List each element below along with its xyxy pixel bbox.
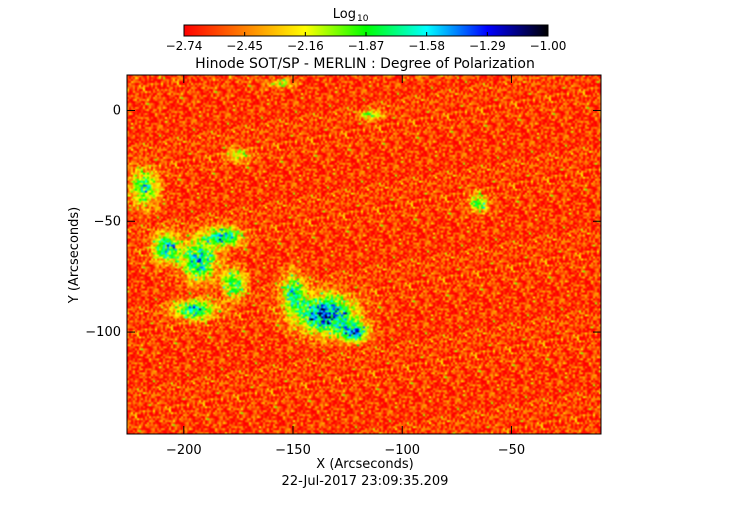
- x-axis-label: X (Arcseconds): [316, 457, 413, 472]
- colorbar-tick-label: −1.58: [408, 39, 445, 53]
- colorbar-tick-label: −2.74: [166, 39, 203, 53]
- colorbar-tick-label: −2.45: [226, 39, 263, 53]
- colorbar-tick-label: −1.29: [469, 39, 506, 53]
- y-tick-label: −100: [85, 325, 121, 340]
- plot-area: −200 −150 −100 −50 0 −50 −100: [85, 74, 602, 458]
- colorbar-tick-label: −1.87: [348, 39, 385, 53]
- colorbar-ticks: −2.74 −2.45 −2.16 −1.87 −1.58 −1.29 −1.00: [166, 32, 567, 53]
- y-tick-label: 0: [113, 103, 121, 118]
- colorbar: Log 10 −2.74 −2.45 −2.16 −1.87 −1.58 −1.29 −1.…: [166, 7, 567, 53]
- x-tick-label: −100: [384, 443, 420, 458]
- colorbar-label: Log: [333, 7, 356, 22]
- chart-title: Hinode SOT/SP - MERLIN : Degree of Polar…: [195, 56, 535, 72]
- x-axis-ticks: −200 −150 −100 −50: [166, 75, 525, 458]
- timestamp: 22-Jul-2017 23:09:35.209: [282, 474, 449, 489]
- heatmap-image: [127, 75, 601, 434]
- plot-frame: [126, 74, 602, 435]
- x-tick-label: −50: [498, 443, 525, 458]
- colorbar-label-subscript: 10: [357, 14, 369, 24]
- y-axis-ticks: 0 −50 −100: [85, 103, 601, 340]
- x-tick-label: −200: [166, 443, 202, 458]
- colorbar-tick-label: −2.16: [287, 39, 324, 53]
- y-axis-label: Y (Arcseconds): [67, 207, 82, 304]
- y-tick-label: −50: [94, 214, 121, 229]
- colorbar-tick-label: −1.00: [530, 39, 567, 53]
- x-tick-label: −150: [275, 443, 311, 458]
